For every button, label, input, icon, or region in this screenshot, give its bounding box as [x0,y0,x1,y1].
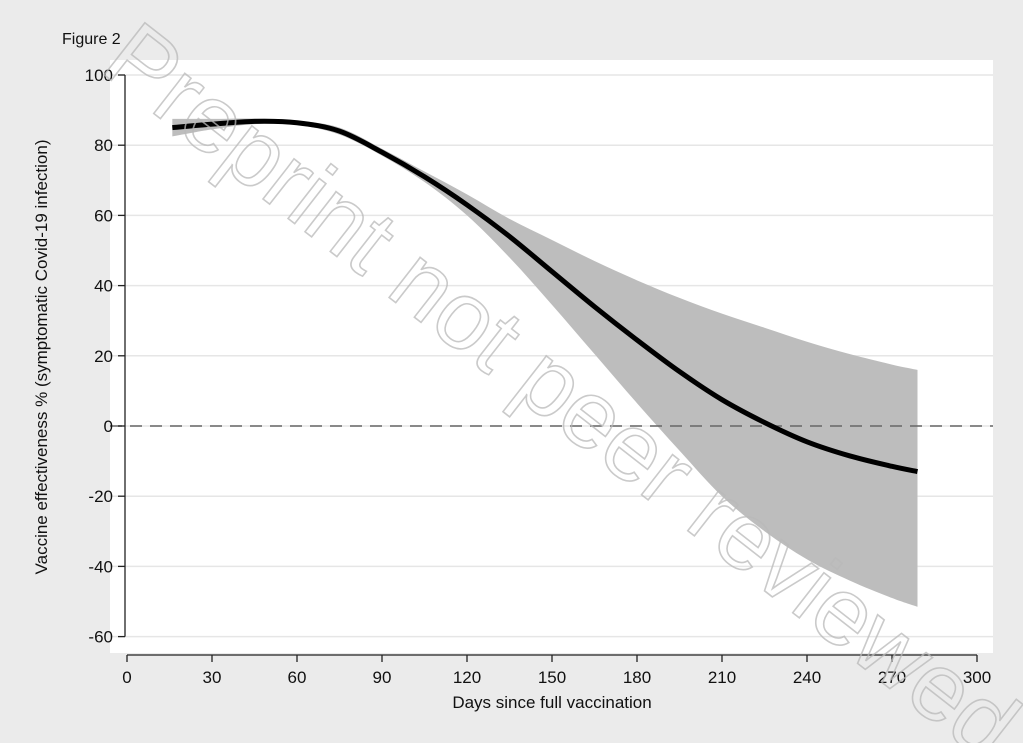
y-tick-label: 100 [85,66,113,85]
x-axis-title: Days since full vaccination [452,693,651,712]
x-tick-label: 120 [453,668,481,687]
x-tick-label: 60 [288,668,307,687]
effectiveness-line [172,118,919,475]
y-tick-label: -40 [88,557,113,576]
x-tick-label: 0 [122,668,131,687]
y-tick-label: 0 [104,417,113,436]
y-axis-title: Vaccine effectiveness % (symptomatic Cov… [32,140,51,575]
y-tick-label: 40 [94,277,113,296]
x-tick-label: 270 [878,668,906,687]
x-tick-label: 210 [708,668,736,687]
y-ticks: -60 -40 -20 0 20 40 60 80 100 [85,66,125,647]
x-tick-label: 30 [203,668,222,687]
x-ticks: 0 30 60 90 120 150 180 210 240 270 300 [122,655,991,687]
y-tick-label: -60 [88,628,113,647]
figure-label: Figure 2 [62,31,121,48]
x-tick-label: 180 [623,668,651,687]
confidence-band [172,118,918,607]
y-tick-label: -20 [88,487,113,506]
x-tick-label: 90 [373,668,392,687]
x-tick-label: 150 [538,668,566,687]
y-tick-label: 80 [94,136,113,155]
y-tick-label: 20 [94,347,113,366]
y-tick-label: 60 [94,206,113,225]
x-tick-label: 240 [793,668,821,687]
x-tick-label: 300 [963,668,991,687]
